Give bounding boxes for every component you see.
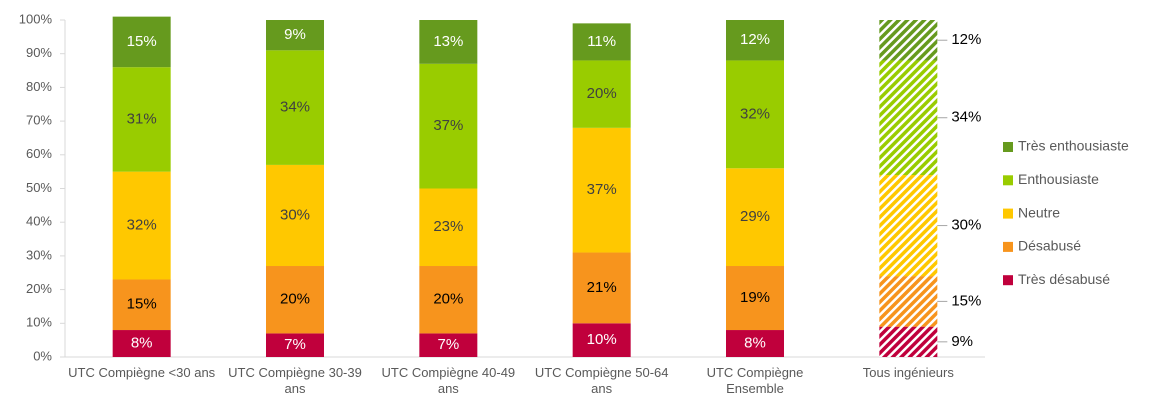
data-label: 23% (433, 218, 463, 235)
data-label: 32% (127, 217, 157, 234)
bar-segment (419, 333, 478, 357)
legend-swatch (1003, 142, 1013, 152)
data-label: 31% (127, 110, 157, 127)
bar-segment (112, 67, 171, 172)
data-label: 20% (433, 291, 463, 308)
x-tick-label: UTC Compiègne 30-39 ans (228, 365, 362, 396)
data-label: 30% (951, 217, 981, 234)
data-label: 15% (127, 33, 157, 50)
bar-segment (266, 20, 324, 51)
bar-segment (572, 252, 631, 324)
y-tick-label: 20% (26, 281, 52, 296)
bar-segment (879, 276, 938, 327)
bar-segment (726, 20, 784, 61)
data-label: 29% (740, 208, 770, 225)
bar-segment (419, 266, 478, 334)
data-label: 34% (951, 109, 981, 126)
data-label: 8% (131, 334, 153, 351)
bar-segment (266, 164, 324, 267)
legend-swatch (1003, 175, 1013, 186)
bar-segment (572, 23, 631, 61)
x-tick-label: UTC Compiègne <30 ans (68, 365, 216, 380)
data-label: 9% (284, 26, 306, 43)
data-label: 8% (744, 334, 766, 351)
data-label: 15% (951, 292, 981, 309)
data-label: 20% (280, 291, 310, 308)
bar-segment (112, 171, 171, 280)
bar-segment (112, 279, 171, 331)
x-tick-label: UTC Compiègne Ensemble (706, 365, 804, 396)
data-label: 19% (740, 289, 770, 306)
data-label: 34% (280, 99, 310, 116)
legend-label: Très enthousiaste (1018, 138, 1129, 154)
data-label: 32% (740, 105, 770, 122)
y-tick-label: 80% (26, 79, 52, 94)
y-tick-label: 70% (26, 113, 52, 128)
x-tick-label: UTC Compiègne 40-49 ans (381, 365, 516, 396)
y-tick-label: 90% (26, 45, 52, 60)
bar-segment (726, 330, 784, 357)
bar-segment (266, 333, 324, 357)
y-tick-label: 50% (26, 180, 52, 195)
y-tick-label: 10% (26, 315, 52, 330)
bar-segment (419, 63, 478, 189)
x-tick-label: UTC Compiègne 50-64 ans (534, 365, 669, 396)
bar-segment (572, 323, 631, 357)
bar-segment (879, 60, 938, 176)
data-label: 12% (740, 31, 770, 48)
bar-segment (879, 175, 938, 277)
y-tick-label: 100% (19, 11, 53, 26)
y-tick-label: 40% (26, 214, 52, 229)
bar-segment (419, 188, 478, 267)
data-label: 37% (587, 181, 617, 198)
data-label: 37% (433, 117, 463, 134)
data-label: 15% (127, 296, 157, 313)
y-tick-label: 0% (33, 348, 52, 363)
x-tick-label: Tous ingénieurs (862, 365, 954, 380)
data-label: 21% (587, 279, 617, 296)
bar-segment (266, 50, 324, 165)
y-tick-label: 30% (26, 247, 52, 262)
data-label: 13% (433, 33, 463, 50)
data-label: 7% (284, 336, 306, 353)
data-label: 7% (437, 336, 459, 353)
legend-label: Désabusé (1018, 238, 1081, 254)
legend-label: Enthousiaste (1018, 171, 1099, 187)
bar-segment (266, 266, 324, 334)
bar-segment (419, 20, 478, 64)
bar-segment (112, 16, 171, 68)
legend-swatch (1003, 208, 1013, 219)
bar-segment (572, 127, 631, 253)
data-label: 9% (951, 333, 973, 350)
bar-segment (726, 60, 784, 169)
data-label: 11% (587, 33, 616, 50)
data-label: 20% (587, 85, 617, 102)
bar-segment (726, 168, 784, 267)
bar-segment (879, 20, 938, 61)
legend-swatch (1003, 275, 1013, 286)
legend-swatch (1003, 241, 1013, 252)
data-label: 12% (951, 31, 981, 48)
bar-segment (879, 326, 938, 357)
bar-segment (112, 330, 171, 357)
data-label: 10% (587, 331, 617, 348)
bar-segment (726, 266, 784, 331)
legend-label: Neutre (1018, 204, 1060, 220)
data-label: 30% (280, 206, 310, 223)
legend-label: Très désabusé (1018, 271, 1110, 287)
y-tick-label: 60% (26, 146, 52, 161)
bar-segment (572, 60, 631, 128)
